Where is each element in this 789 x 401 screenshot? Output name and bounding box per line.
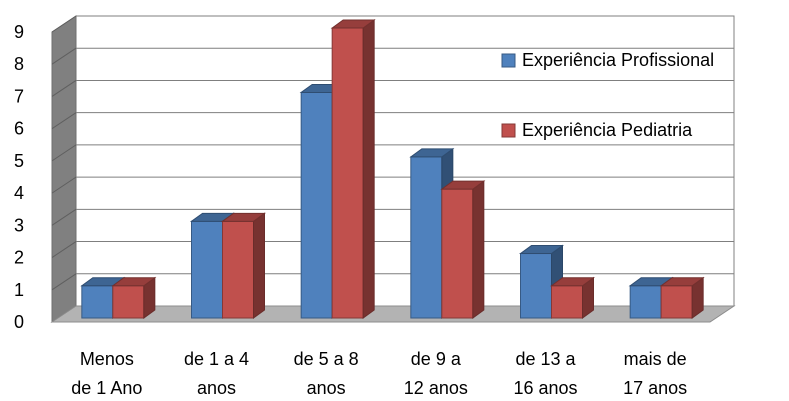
bar-front bbox=[410, 156, 443, 319]
back-wall bbox=[75, 15, 735, 307]
bar-top bbox=[220, 212, 267, 222]
gridline-side bbox=[51, 176, 77, 194]
legend-label: Experiência Pediatria bbox=[522, 120, 693, 140]
bar-front bbox=[551, 285, 583, 319]
category-label: mais de 17 anos bbox=[623, 349, 687, 398]
category-label-line: anos bbox=[307, 378, 346, 398]
bar-front bbox=[331, 27, 364, 319]
bar-front bbox=[660, 285, 693, 319]
bar-side bbox=[253, 212, 265, 319]
bar-top bbox=[111, 277, 157, 287]
legend-swatch bbox=[501, 53, 516, 68]
y-tick-label: 7 bbox=[14, 86, 24, 106]
category-label-line: 17 anos bbox=[623, 378, 687, 398]
category-label: Menos de 1 Ano bbox=[71, 349, 142, 398]
y-tick-label: 3 bbox=[14, 215, 24, 235]
category-label: de 5 a 8 anos bbox=[294, 349, 359, 398]
category-label: de 9 a 12 anos bbox=[404, 349, 468, 398]
gridline-side bbox=[51, 47, 77, 65]
category-label-line: de 1 Ano bbox=[71, 378, 142, 398]
category-label-line: de 9 a bbox=[411, 349, 462, 369]
bar bbox=[440, 180, 486, 319]
chart-walls bbox=[50, 15, 736, 323]
bar-side bbox=[362, 19, 375, 319]
category-label-line: de 5 a 8 bbox=[294, 349, 359, 369]
y-tick-label: 5 bbox=[14, 151, 24, 171]
category-label-line: anos bbox=[197, 378, 236, 398]
category-label: de 1 a 4 anos bbox=[184, 349, 249, 398]
category-label-line: Menos bbox=[80, 349, 134, 369]
legend-label: Experiência Profissional bbox=[522, 50, 714, 70]
y-tick-label: 4 bbox=[14, 183, 24, 203]
y-tick-label: 9 bbox=[14, 22, 24, 42]
bar-top bbox=[659, 277, 705, 287]
y-tick-label: 2 bbox=[14, 248, 24, 268]
category-label-line: de 13 a bbox=[515, 349, 576, 369]
bar-top bbox=[330, 19, 376, 29]
bar-front bbox=[81, 285, 114, 319]
bar bbox=[330, 19, 376, 319]
gridline-side bbox=[51, 273, 77, 291]
bar-front bbox=[112, 285, 145, 319]
category-label: de 13 a 16 anos bbox=[513, 349, 577, 398]
gridlines bbox=[51, 15, 734, 291]
y-tick-label: 0 bbox=[14, 312, 24, 332]
legend-swatch bbox=[501, 123, 516, 138]
gridline-side bbox=[51, 80, 77, 97]
bar bbox=[549, 276, 596, 319]
y-tick-label: 8 bbox=[14, 54, 24, 74]
bar-front bbox=[300, 91, 333, 319]
y-tick-label: 6 bbox=[14, 119, 24, 139]
legend: Experiência Profissional Experiência Pedi… bbox=[501, 50, 714, 140]
bar-front bbox=[441, 188, 474, 319]
bar-side bbox=[472, 180, 485, 319]
bar bbox=[659, 276, 705, 319]
y-tick-label: 1 bbox=[14, 280, 24, 300]
bar-top bbox=[440, 180, 486, 190]
gridline-side bbox=[51, 241, 77, 258]
category-label-line: 16 anos bbox=[513, 378, 577, 398]
category-label-line: 12 anos bbox=[404, 378, 468, 398]
y-axis-ticks: 0 1 2 3 4 5 6 7 8 9 bbox=[14, 22, 24, 332]
bar bbox=[220, 212, 267, 319]
gridline-side bbox=[51, 144, 77, 162]
bar-front bbox=[222, 220, 254, 319]
bars bbox=[80, 19, 705, 319]
category-label-line: de 1 a 4 bbox=[184, 349, 249, 369]
bar-front bbox=[629, 285, 662, 319]
bar bbox=[111, 276, 157, 319]
bar-top bbox=[549, 277, 596, 287]
bar-top bbox=[518, 245, 565, 255]
gridline-side bbox=[51, 15, 77, 33]
gridline-side bbox=[51, 112, 77, 130]
bar-front bbox=[520, 253, 552, 319]
gridline-side bbox=[51, 208, 77, 226]
bar-top bbox=[409, 148, 455, 158]
category-label-line: mais de bbox=[624, 349, 687, 369]
bar-front bbox=[191, 220, 223, 319]
